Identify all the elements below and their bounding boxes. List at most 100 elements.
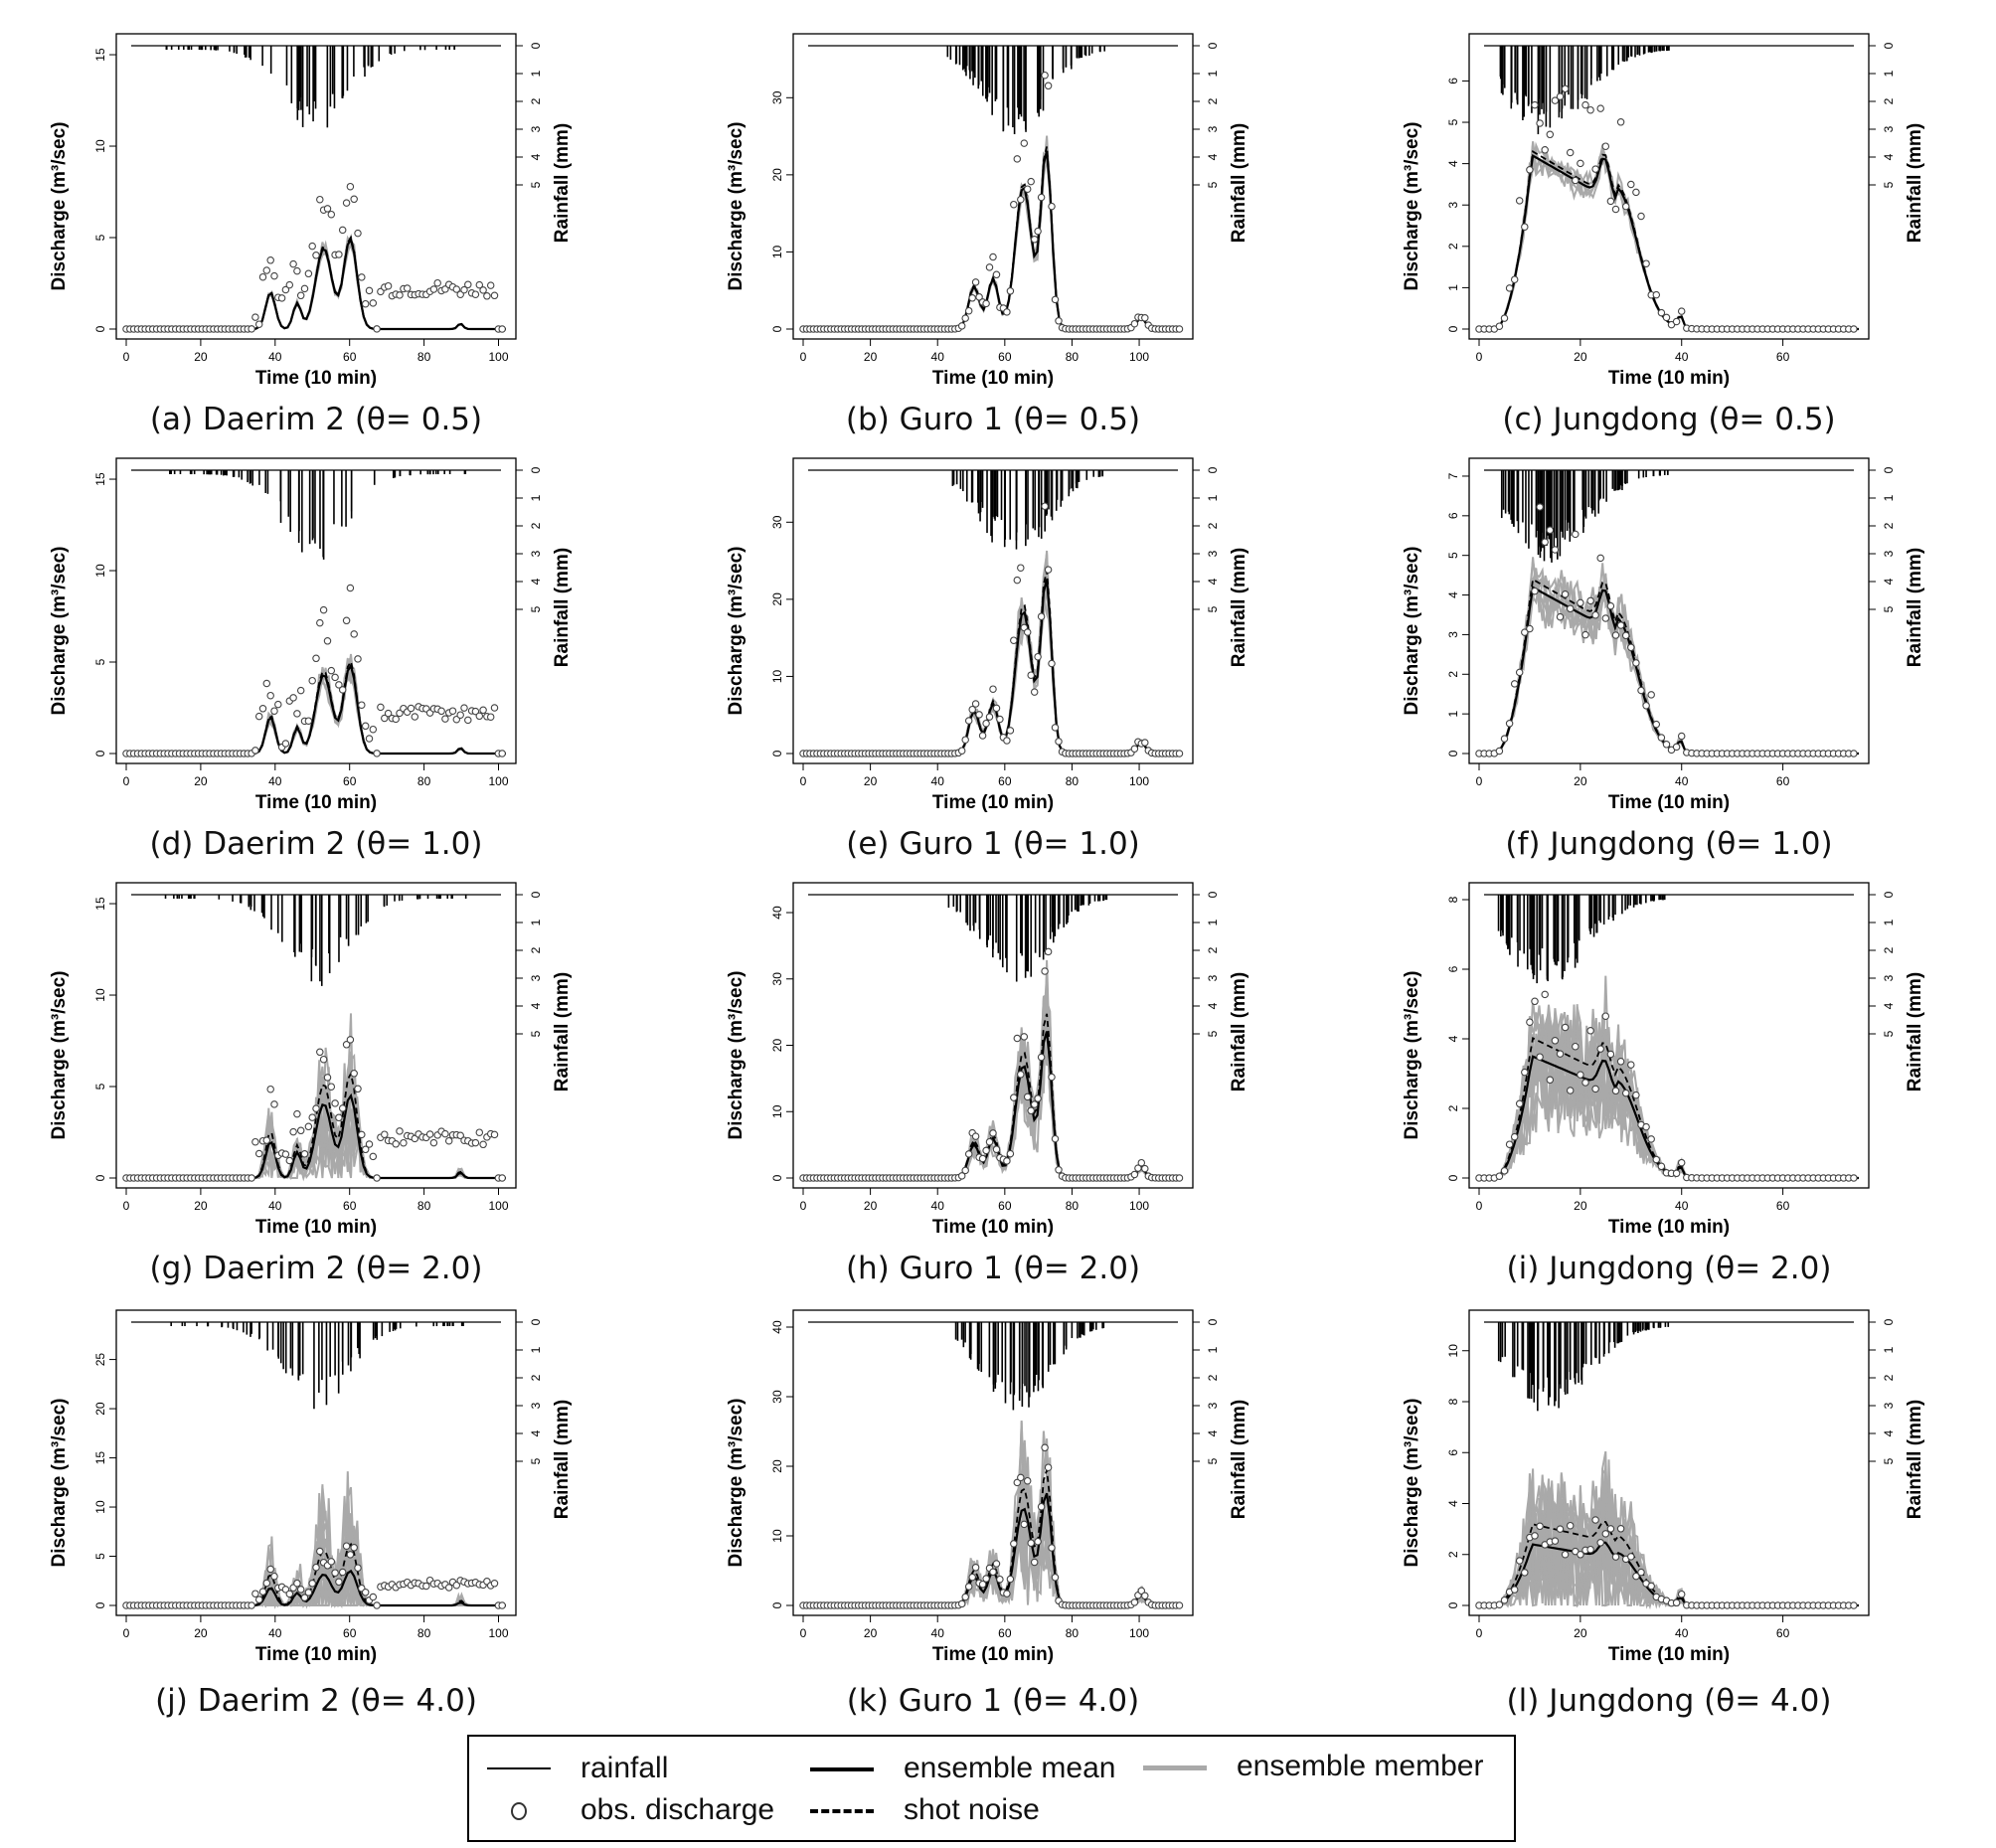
obs-discharge-point bbox=[369, 725, 378, 734]
y2-tick-label: 3 bbox=[1206, 125, 1220, 132]
x-tick-label: 40 bbox=[268, 1626, 282, 1640]
obs-discharge-point bbox=[308, 242, 316, 251]
y2-axis-label: Rainfall (mm) bbox=[1905, 123, 1925, 243]
obs-discharge-point bbox=[270, 1100, 278, 1108]
ensemble-member-line bbox=[803, 591, 1183, 755]
obs-discharge-point bbox=[1006, 1575, 1015, 1584]
y-tick-label: 10 bbox=[93, 139, 107, 153]
obs-discharge-point bbox=[281, 1150, 290, 1158]
x-tick-label: 40 bbox=[1675, 774, 1689, 788]
obs-discharge-point bbox=[1652, 1155, 1661, 1164]
obs-discharge-point bbox=[1495, 322, 1504, 330]
plot-frame bbox=[115, 33, 517, 340]
x-tick-label: 0 bbox=[800, 1626, 807, 1640]
obs-discharge-point bbox=[296, 1126, 305, 1135]
obs-discharge-point bbox=[289, 1127, 297, 1136]
obs-discharge-point bbox=[331, 1569, 339, 1577]
legend: rainfall obs. discharge ensemble mean sh… bbox=[467, 1735, 1516, 1842]
y2-axis-label: Rainfall (mm) bbox=[552, 1400, 573, 1519]
obs-discharge-point bbox=[1055, 1166, 1063, 1174]
y-tick-label: 30 bbox=[770, 972, 784, 986]
x-tick-label: 20 bbox=[864, 1199, 878, 1213]
obs-discharge-point bbox=[498, 750, 506, 757]
obs-discharge-point bbox=[1023, 628, 1032, 636]
obs-discharge-point bbox=[266, 1085, 274, 1093]
obs-discharge-point bbox=[1577, 159, 1584, 168]
x-tick-label: 80 bbox=[417, 774, 431, 788]
panel-i: 0 2 4 6 8 0 20 40 60 0 1 2 3 4 5 Time (10 min) Discharge… bbox=[1402, 882, 1925, 1238]
obs-discharge-point bbox=[1632, 659, 1640, 667]
y2-tick-label: 0 bbox=[1882, 42, 1896, 49]
y-tick-label: 30 bbox=[770, 90, 784, 104]
obs-discharge-point bbox=[982, 1575, 990, 1583]
obs-discharge-point bbox=[1572, 176, 1580, 185]
obs-discharge-point bbox=[350, 195, 358, 204]
y2-tick-label: 0 bbox=[1206, 1318, 1220, 1325]
obs-discharge-point bbox=[1601, 1530, 1610, 1538]
obs-discharge-point bbox=[456, 1131, 464, 1140]
panel-j: 0 5 10 15 20 25 0 20 40 60 80 100 0 1 2 3 4 5 Time (10 min… bbox=[49, 1309, 573, 1665]
y2-tick-label: 1 bbox=[1882, 494, 1896, 501]
y-tick-label: 15 bbox=[93, 1451, 107, 1465]
ensemble-mean-line bbox=[1479, 586, 1859, 756]
obs-discharge-point bbox=[1048, 202, 1056, 211]
y2-tick-label: 4 bbox=[1882, 1429, 1896, 1436]
obs-discharge-point bbox=[996, 1575, 1004, 1584]
ensemble-member-line bbox=[803, 585, 1183, 755]
obs-discharge-point bbox=[1672, 1598, 1681, 1607]
y-axis-label: Discharge (m³/sec) bbox=[1402, 546, 1422, 715]
obs-discharge-point bbox=[982, 719, 990, 728]
y-tick-label: 0 bbox=[93, 325, 107, 332]
obs-discharge-point bbox=[1505, 284, 1514, 292]
obs-discharge-point bbox=[327, 210, 336, 219]
obs-discharge-point bbox=[1642, 1122, 1650, 1131]
obs-discharge-point bbox=[396, 1127, 404, 1135]
panel-caption-c: (c) Jungdong (θ= 0.5) bbox=[1502, 402, 1836, 437]
x-tick-label: 100 bbox=[1129, 1199, 1149, 1213]
y2-tick-label: 0 bbox=[529, 891, 543, 898]
y2-tick-label: 3 bbox=[529, 1402, 543, 1409]
obs-discharge-point bbox=[1510, 275, 1519, 283]
obs-discharge-point bbox=[1003, 1157, 1011, 1165]
obs-discharge-point bbox=[258, 1588, 267, 1596]
obs-discharge-point bbox=[396, 709, 404, 718]
obs-discharge-point bbox=[248, 325, 255, 333]
obs-discharge-point bbox=[373, 1174, 381, 1182]
obs-discharge-point bbox=[1175, 750, 1184, 757]
y2-axis-label: Rainfall (mm) bbox=[1905, 1400, 1925, 1519]
shot-noise-line bbox=[803, 570, 1183, 755]
obs-discharge-point bbox=[1662, 741, 1671, 749]
ensemble-member-line bbox=[803, 1000, 1183, 1179]
obs-discharge-point bbox=[1611, 205, 1620, 214]
obs-discharge-point bbox=[384, 281, 393, 290]
obs-discharge-point bbox=[1551, 1037, 1560, 1045]
obs-discharge-point bbox=[1130, 1170, 1139, 1179]
y2-tick-label: 5 bbox=[1882, 181, 1896, 188]
x-tick-label: 20 bbox=[1574, 774, 1587, 788]
obs-discharge-point bbox=[365, 286, 374, 295]
y2-tick-label: 4 bbox=[529, 153, 543, 160]
obs-discharge-point bbox=[300, 1150, 309, 1158]
obs-discharge-point bbox=[1581, 100, 1589, 109]
obs-discharge-point bbox=[1531, 1532, 1539, 1540]
obs-discharge-point bbox=[1672, 743, 1681, 752]
ensemble-member-line bbox=[803, 550, 1183, 755]
x-tick-label: 100 bbox=[488, 350, 508, 364]
obs-discharge-point bbox=[1010, 1540, 1018, 1548]
obs-discharge-point bbox=[1003, 1590, 1011, 1597]
obs-discharge-point bbox=[251, 313, 259, 321]
obs-discharge-point bbox=[978, 1580, 987, 1589]
y2-tick-label: 5 bbox=[529, 605, 543, 612]
obs-discharge-point bbox=[316, 195, 324, 204]
x-tick-label: 40 bbox=[268, 350, 282, 364]
y-tick-label: 5 bbox=[93, 1083, 107, 1090]
y-axis-label: Discharge (m³/sec) bbox=[726, 970, 747, 1139]
obs-discharge-point bbox=[1531, 587, 1539, 595]
x-tick-label: 40 bbox=[1675, 1199, 1689, 1213]
y-tick-label: 0 bbox=[770, 1601, 784, 1608]
obs-discharge-point bbox=[1541, 990, 1549, 999]
obs-discharge-point bbox=[312, 252, 320, 259]
obs-discharge-point bbox=[373, 1601, 381, 1609]
legend-shot-label: shot noise bbox=[904, 1793, 1040, 1826]
obs-discharge-point bbox=[331, 673, 339, 682]
